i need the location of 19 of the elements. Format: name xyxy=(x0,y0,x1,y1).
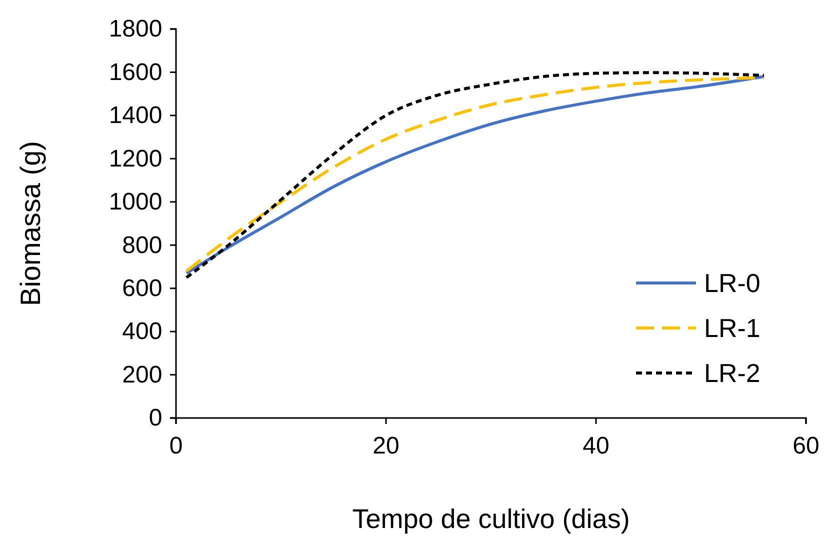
y-tick-label: 1800 xyxy=(108,16,162,43)
legend-label: LR-2 xyxy=(704,358,760,388)
x-tick-label: 60 xyxy=(792,432,820,460)
y-tick-label: 600 xyxy=(122,275,162,302)
legend-label: LR-1 xyxy=(704,313,760,343)
y-tick-label: 1200 xyxy=(108,145,162,172)
y-tick-label: 400 xyxy=(122,318,162,346)
x-tick-label: 40 xyxy=(582,432,610,460)
x-axis-title: Tempo de cultivo (dias) xyxy=(352,504,630,534)
y-tick-label: 1400 xyxy=(108,102,162,130)
y-axis-title: Biomassa (g) xyxy=(15,141,46,306)
y-tick-label: 1000 xyxy=(108,188,162,216)
y-tick-label: 1600 xyxy=(108,58,162,86)
x-tick-label: 20 xyxy=(372,432,400,460)
y-tick-label: 800 xyxy=(122,232,162,259)
y-tick-label: 200 xyxy=(122,361,162,388)
x-tick-label: 0 xyxy=(169,432,183,460)
legend-label: LR-0 xyxy=(704,268,760,298)
y-tick-label: 0 xyxy=(148,404,162,432)
